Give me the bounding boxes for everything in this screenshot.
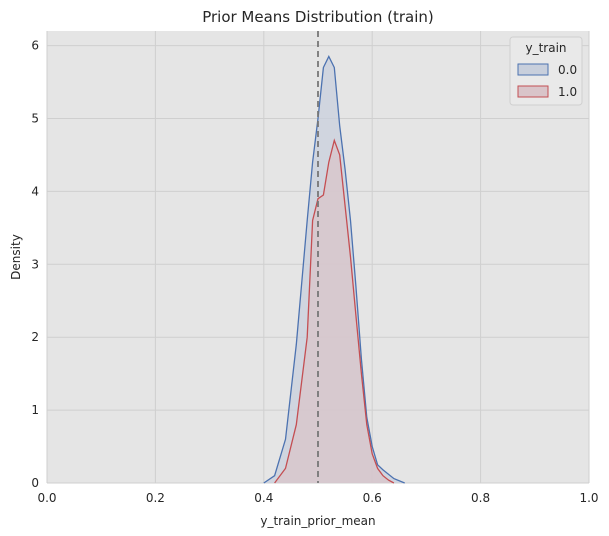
y-tick-label: 4 (31, 184, 39, 198)
legend-label-0: 0.0 (558, 63, 577, 77)
y-tick-label: 0 (31, 476, 39, 490)
y-tick-label: 1 (31, 403, 39, 417)
series-layer (263, 55, 405, 484)
x-tick-label: 0.4 (254, 491, 273, 505)
density-line-1 (274, 138, 395, 484)
chart-title: Prior Means Distribution (train) (202, 8, 434, 26)
x-tick-labels: 0.0 0.2 0.4 0.6 0.8 1.0 (37, 491, 598, 505)
x-axis-label: y_train_prior_mean (260, 514, 375, 528)
density-area-1 (274, 140, 394, 483)
x-tick-label: 0.2 (146, 491, 165, 505)
x-tick-label: 0.0 (37, 491, 56, 505)
legend-swatch-0 (517, 63, 549, 76)
y-tick-labels: 0 1 2 3 4 5 6 (31, 39, 39, 490)
y-tick-label: 3 (31, 257, 39, 271)
x-tick-label: 0.6 (363, 491, 382, 505)
legend: y_train 0.0 1.0 (509, 36, 583, 106)
y-tick-label: 5 (31, 111, 39, 125)
density-line-0 (263, 55, 405, 484)
legend-label-1: 1.0 (558, 85, 577, 99)
x-tick-label: 1.0 (579, 491, 598, 505)
legend-title: y_train (525, 41, 566, 55)
y-axis-label: Density (9, 234, 23, 280)
x-tick-label: 0.8 (471, 491, 490, 505)
y-tick-label: 6 (31, 39, 39, 53)
legend-swatch-1 (517, 85, 549, 98)
y-tick-label: 2 (31, 330, 39, 344)
